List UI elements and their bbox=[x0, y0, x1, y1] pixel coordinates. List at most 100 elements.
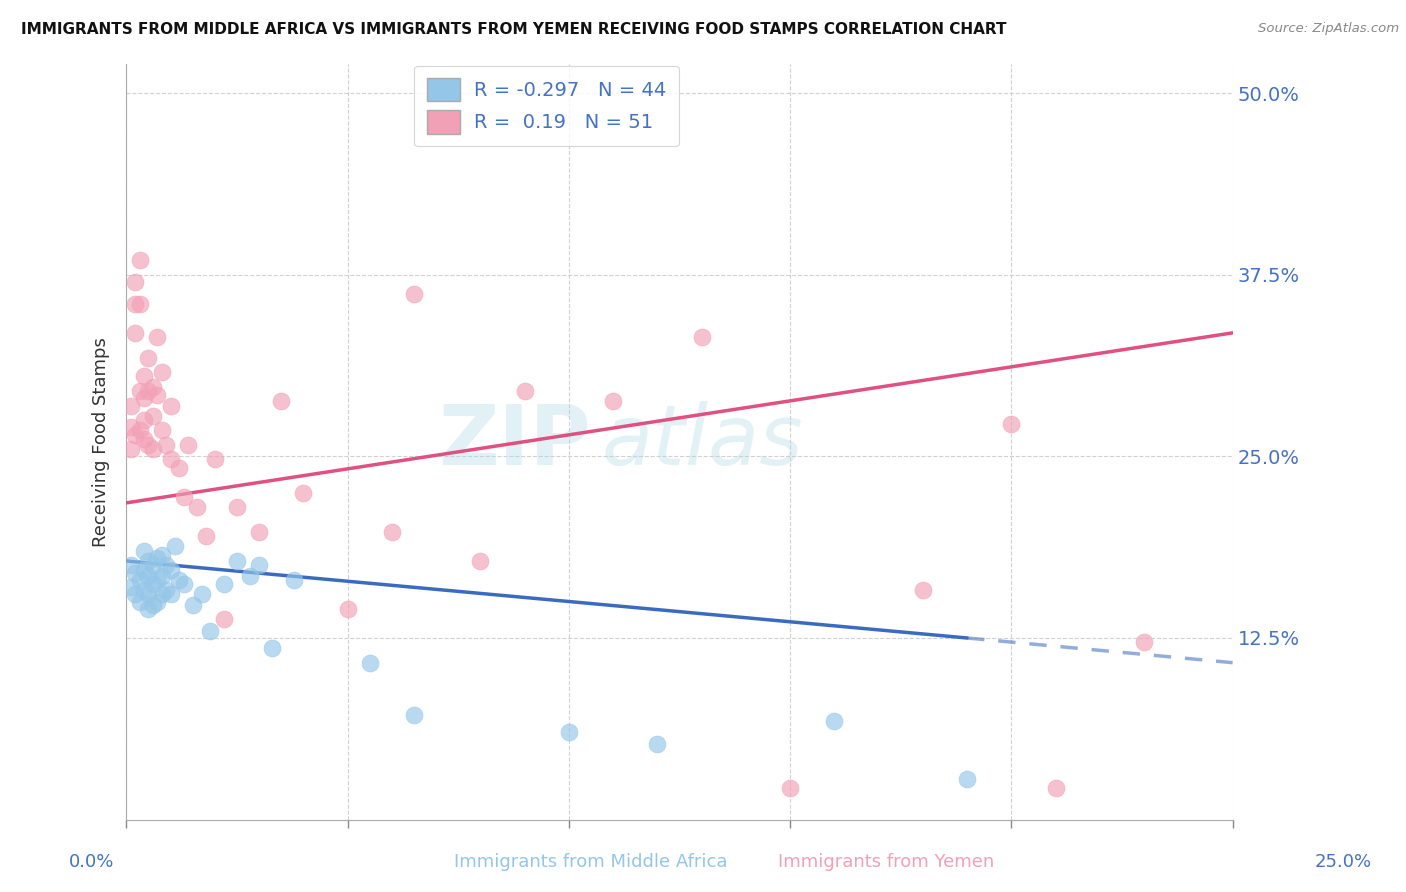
Point bbox=[602, 394, 624, 409]
Point bbox=[124, 566, 146, 580]
Point bbox=[138, 602, 160, 616]
Point bbox=[146, 330, 169, 344]
Point bbox=[138, 587, 160, 601]
Point bbox=[163, 540, 186, 554]
Point bbox=[470, 554, 492, 568]
Text: 25.0%: 25.0% bbox=[1315, 853, 1371, 871]
Point bbox=[124, 297, 146, 311]
Text: Immigrants from Middle Africa: Immigrants from Middle Africa bbox=[454, 853, 727, 871]
Point bbox=[146, 595, 169, 609]
Point bbox=[381, 524, 404, 539]
Point bbox=[132, 391, 155, 405]
Point bbox=[956, 772, 979, 786]
Point bbox=[336, 602, 359, 616]
Point bbox=[120, 442, 142, 456]
Point bbox=[169, 573, 191, 587]
Point bbox=[247, 558, 270, 573]
Point bbox=[146, 388, 169, 402]
Point bbox=[132, 369, 155, 384]
Point bbox=[647, 737, 669, 751]
Point bbox=[159, 399, 181, 413]
Point bbox=[155, 582, 177, 597]
Point bbox=[132, 582, 155, 597]
Legend: R = -0.297   N = 44, R =  0.19   N = 51: R = -0.297 N = 44, R = 0.19 N = 51 bbox=[415, 65, 679, 146]
Point bbox=[138, 568, 160, 582]
Point bbox=[124, 326, 146, 340]
Point bbox=[150, 548, 173, 562]
Point bbox=[146, 551, 169, 566]
Point bbox=[226, 554, 249, 568]
Text: ZIP: ZIP bbox=[439, 401, 591, 483]
Y-axis label: Receiving Food Stamps: Receiving Food Stamps bbox=[93, 337, 110, 547]
Point bbox=[1045, 780, 1067, 795]
Point bbox=[138, 438, 160, 452]
Point bbox=[124, 587, 146, 601]
Point bbox=[155, 558, 177, 573]
Point bbox=[142, 598, 165, 612]
Point bbox=[212, 612, 235, 626]
Point bbox=[186, 500, 208, 515]
Text: atlas: atlas bbox=[602, 401, 804, 483]
Point bbox=[513, 384, 536, 398]
Point bbox=[132, 413, 155, 427]
Point bbox=[132, 432, 155, 446]
Point bbox=[138, 554, 160, 568]
Point bbox=[150, 568, 173, 582]
Point bbox=[247, 524, 270, 539]
Point bbox=[239, 568, 262, 582]
Text: IMMIGRANTS FROM MIDDLE AFRICA VS IMMIGRANTS FROM YEMEN RECEIVING FOOD STAMPS COR: IMMIGRANTS FROM MIDDLE AFRICA VS IMMIGRA… bbox=[21, 22, 1007, 37]
Point bbox=[128, 573, 150, 587]
Point bbox=[124, 275, 146, 289]
Point bbox=[142, 409, 165, 423]
Point bbox=[558, 725, 581, 739]
Point bbox=[142, 558, 165, 573]
Point bbox=[173, 577, 195, 591]
Point bbox=[159, 587, 181, 601]
Point bbox=[402, 708, 425, 723]
Point bbox=[226, 500, 249, 515]
Point bbox=[169, 461, 191, 475]
Point bbox=[190, 587, 212, 601]
Point bbox=[146, 573, 169, 587]
Point bbox=[142, 577, 165, 591]
Point bbox=[142, 379, 165, 393]
Point bbox=[150, 365, 173, 379]
Point bbox=[173, 490, 195, 504]
Point bbox=[120, 420, 142, 434]
Point bbox=[181, 598, 204, 612]
Point bbox=[283, 573, 305, 587]
Point bbox=[120, 580, 142, 594]
Point bbox=[120, 399, 142, 413]
Text: Immigrants from Yemen: Immigrants from Yemen bbox=[778, 853, 994, 871]
Point bbox=[150, 423, 173, 437]
Point bbox=[911, 582, 934, 597]
Point bbox=[200, 624, 222, 638]
Point bbox=[823, 714, 845, 728]
Point bbox=[138, 351, 160, 365]
Point bbox=[128, 253, 150, 268]
Point bbox=[359, 656, 381, 670]
Point bbox=[177, 438, 200, 452]
Point bbox=[138, 384, 160, 398]
Point bbox=[1000, 417, 1022, 432]
Point bbox=[212, 577, 235, 591]
Point bbox=[132, 543, 155, 558]
Point bbox=[124, 427, 146, 442]
Point bbox=[270, 394, 292, 409]
Point bbox=[132, 563, 155, 577]
Point bbox=[159, 452, 181, 467]
Point bbox=[128, 595, 150, 609]
Point bbox=[779, 780, 801, 795]
Point bbox=[150, 587, 173, 601]
Text: Source: ZipAtlas.com: Source: ZipAtlas.com bbox=[1258, 22, 1399, 36]
Point bbox=[1133, 635, 1156, 649]
Point bbox=[690, 330, 713, 344]
Point bbox=[262, 641, 284, 656]
Point bbox=[128, 423, 150, 437]
Text: 0.0%: 0.0% bbox=[69, 853, 114, 871]
Point bbox=[194, 529, 217, 543]
Point bbox=[128, 384, 150, 398]
Point bbox=[142, 442, 165, 456]
Point bbox=[155, 438, 177, 452]
Point bbox=[204, 452, 226, 467]
